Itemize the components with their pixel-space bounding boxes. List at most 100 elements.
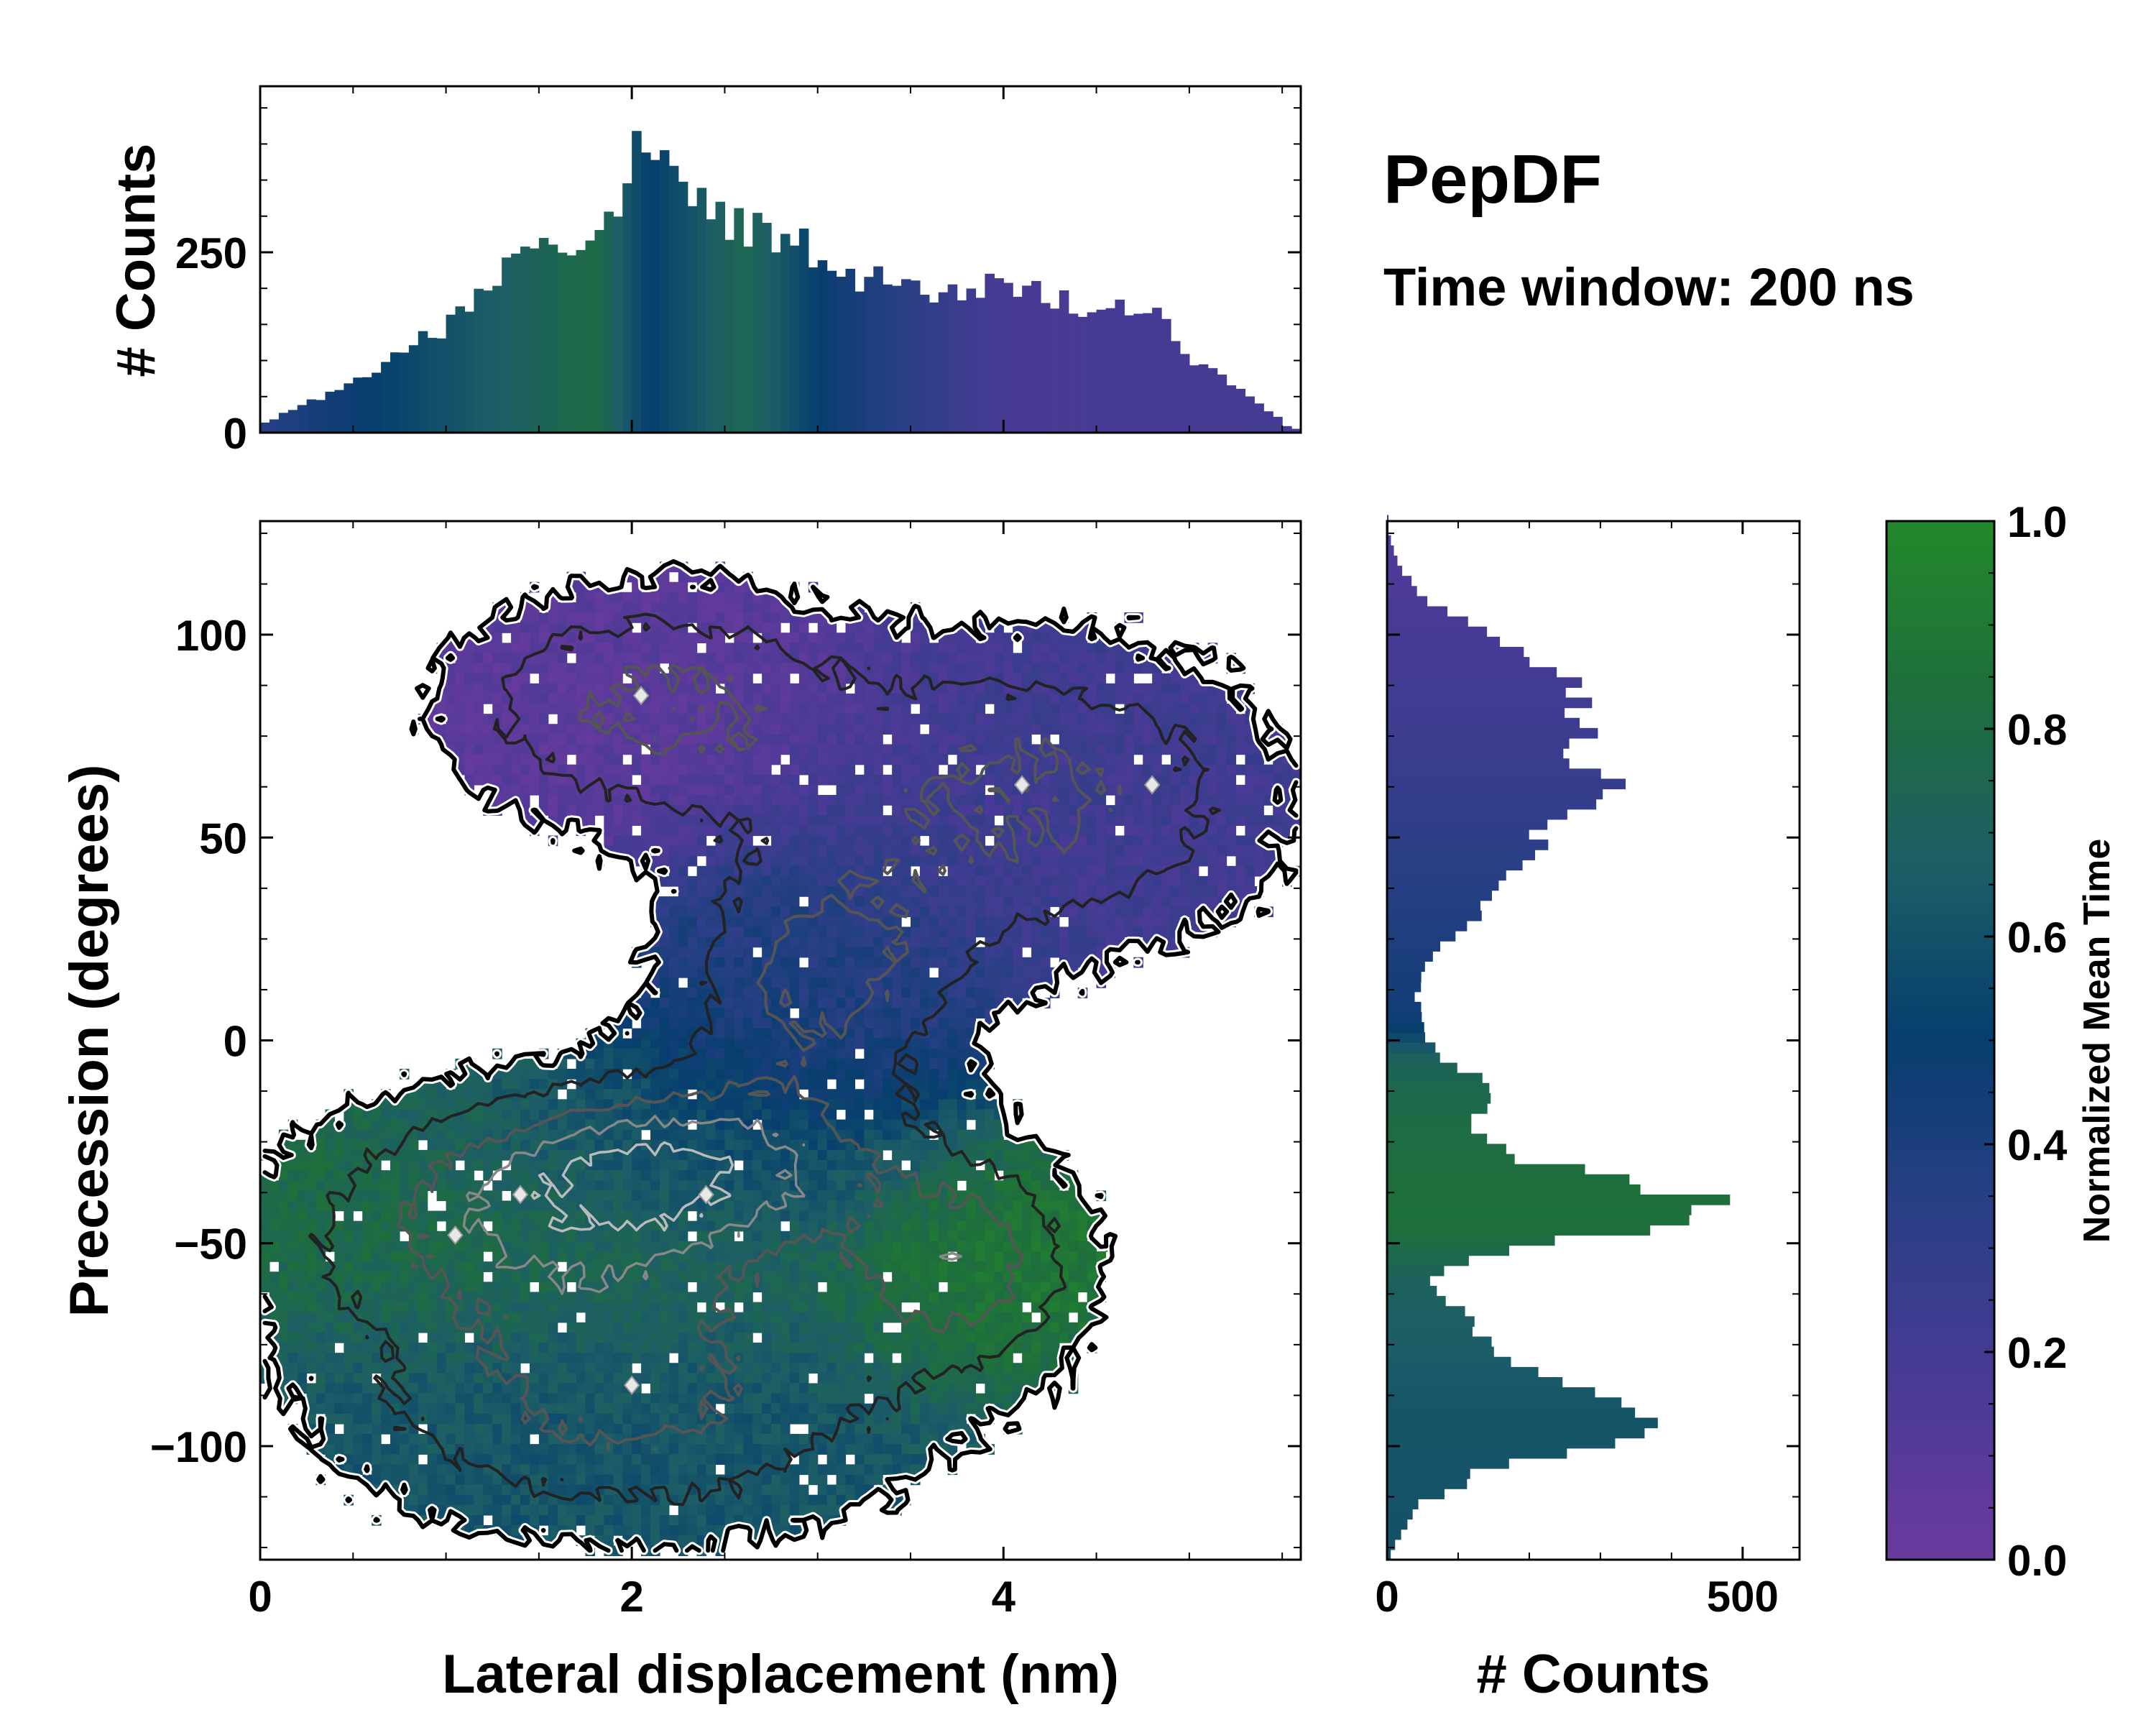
heatmap-cell <box>938 957 949 968</box>
heatmap-cell <box>381 1180 391 1192</box>
heatmap-cell <box>446 724 456 735</box>
heatmap-cell <box>994 805 1004 816</box>
heatmap-cell <box>798 724 809 735</box>
heatmap-cell <box>1077 825 1088 837</box>
heatmap-cell <box>492 1292 502 1303</box>
heatmap-cell <box>771 1271 781 1283</box>
heatmap-cell <box>334 1149 344 1161</box>
heatmap-cell <box>548 1160 558 1171</box>
heatmap-cell <box>845 704 856 714</box>
heatmap-cell <box>938 693 949 704</box>
heatmap-cell <box>911 967 921 978</box>
heatmap-cell <box>1049 1271 1060 1283</box>
heatmap-cell <box>1105 693 1116 704</box>
heatmap-cell <box>883 875 893 887</box>
heatmap-cell <box>1124 906 1134 917</box>
heatmap-cell <box>1273 815 1283 826</box>
heatmap-cell <box>873 1079 883 1090</box>
heatmap-cell <box>1049 926 1060 938</box>
heatmap-cell <box>641 704 651 714</box>
heatmap-cell <box>798 1069 809 1080</box>
heatmap-cell <box>1115 653 1125 664</box>
heatmap-cell <box>455 1200 466 1212</box>
heatmap-cell <box>883 906 893 917</box>
heatmap-cell <box>1087 774 1097 786</box>
heatmap-cell <box>557 1149 568 1161</box>
heatmap-cell <box>1105 916 1116 928</box>
heatmap-cell <box>1143 886 1153 897</box>
heatmap-cell <box>715 1069 726 1080</box>
heatmap-cell <box>511 632 521 643</box>
heatmap-cell <box>873 1089 883 1100</box>
heatmap-cell <box>873 1008 883 1019</box>
heatmap-cell <box>372 1292 382 1303</box>
heatmap-cell <box>994 1261 1004 1272</box>
heatmap-cell <box>911 764 921 776</box>
heatmap-cell <box>650 1028 660 1039</box>
heatmap-cell <box>390 1180 400 1192</box>
heatmap-cell <box>1171 875 1181 887</box>
heatmap-cell <box>492 1119 502 1131</box>
heatmap-cell <box>1059 926 1069 938</box>
heatmap-cell <box>557 683 568 694</box>
heatmap-cell <box>668 774 679 786</box>
heatmap-cell <box>1068 926 1079 938</box>
heatmap-cell <box>715 724 726 735</box>
heatmap-cell <box>1059 632 1069 643</box>
heatmap-cell <box>1087 754 1097 765</box>
top-histogram-bar <box>287 410 298 433</box>
heatmap-cell <box>492 1109 502 1121</box>
heatmap-cell <box>613 1200 623 1212</box>
heatmap-cell <box>929 1048 939 1059</box>
heatmap-cell <box>938 1241 949 1252</box>
heatmap-cell <box>808 673 819 684</box>
heatmap-cell <box>446 1170 456 1181</box>
heatmap-cell <box>1207 744 1218 755</box>
heatmap-cell <box>1161 845 1171 857</box>
heatmap-cell <box>929 1058 939 1070</box>
heatmap-cell <box>752 784 763 796</box>
heatmap-cell <box>576 1230 586 1242</box>
heatmap-cell <box>771 754 781 765</box>
heatmap-cell <box>1049 937 1060 948</box>
heatmap-cell <box>1207 825 1218 837</box>
heatmap-cell <box>399 1119 410 1131</box>
heatmap-cell <box>1198 784 1209 796</box>
heatmap-cell <box>845 1180 856 1192</box>
heatmap-cell <box>668 581 679 593</box>
top-histogram-bar <box>1013 296 1023 433</box>
top-histogram-bar <box>1096 309 1107 433</box>
heatmap-cell <box>771 774 781 786</box>
heatmap-cell <box>780 906 791 917</box>
heatmap-cell <box>883 693 893 704</box>
heatmap-cell <box>659 978 670 988</box>
heatmap-cell <box>826 906 837 917</box>
heatmap-cell <box>1282 825 1292 837</box>
heatmap-cell <box>817 643 828 654</box>
heatmap-cell <box>798 998 809 1008</box>
heatmap-cell <box>557 714 568 724</box>
heatmap-cell <box>836 1079 847 1090</box>
heatmap-cell <box>1068 1230 1079 1242</box>
top-histogram-bar <box>1105 308 1116 433</box>
heatmap-cell <box>668 855 679 867</box>
heatmap-cell <box>1143 744 1153 755</box>
heatmap-cell <box>1068 714 1079 724</box>
heatmap-cell <box>734 754 744 765</box>
heatmap-cell <box>520 1230 530 1242</box>
heatmap-cell <box>1161 825 1171 837</box>
heatmap-cell <box>408 1149 419 1161</box>
heatmap-cell <box>808 632 819 643</box>
heatmap-cell <box>1235 714 1246 724</box>
heatmap-cell <box>1077 875 1088 887</box>
heatmap-cell <box>985 714 995 724</box>
heatmap-cell <box>325 1170 336 1181</box>
heatmap-cell <box>585 663 596 674</box>
heatmap-cell <box>613 795 623 806</box>
heatmap-cell <box>659 602 670 613</box>
heatmap-cell <box>1041 855 1051 867</box>
heatmap-cell <box>1049 845 1060 857</box>
heatmap-cell <box>734 988 744 998</box>
heatmap-cell <box>1087 835 1097 847</box>
heatmap-cell <box>798 714 809 724</box>
